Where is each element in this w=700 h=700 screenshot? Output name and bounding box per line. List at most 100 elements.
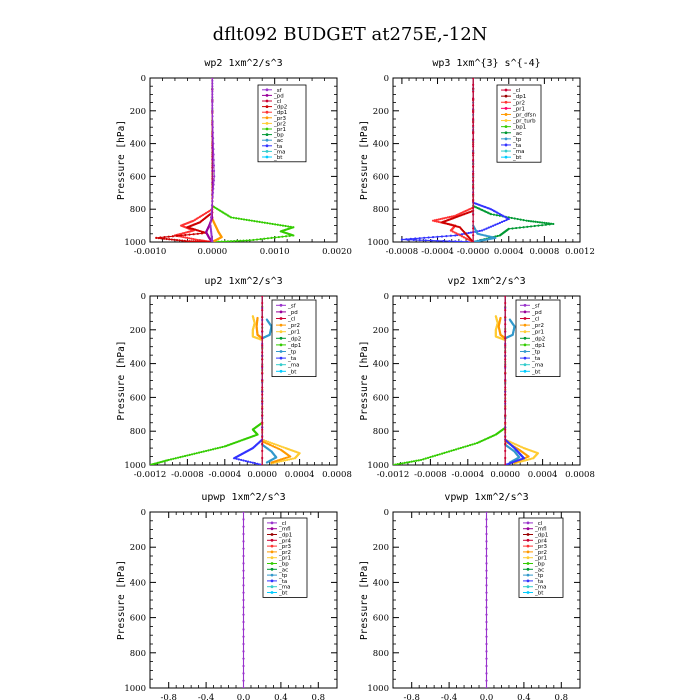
legend-label: _ta — [273, 144, 282, 150]
series-point — [472, 97, 475, 100]
x-tick-label: 0.0008 — [530, 247, 560, 257]
y-axis-label: Pressure [hPa] — [116, 120, 127, 200]
series-point — [472, 193, 475, 196]
x-tick-label: 0.0012 — [565, 247, 595, 257]
series-point — [226, 240, 230, 242]
series-point — [196, 240, 199, 242]
legend-marker — [523, 310, 527, 314]
series-point — [504, 301, 507, 305]
y-tick-label: 600 — [373, 393, 389, 403]
series-point — [242, 672, 245, 675]
x-tick-label: 0.0000 — [197, 247, 227, 257]
series-point — [150, 463, 152, 465]
series-point — [254, 462, 257, 465]
legend-label: _pr_dfsn — [512, 112, 537, 118]
series-point — [450, 449, 453, 452]
series-point — [426, 456, 430, 459]
series-point — [261, 400, 264, 403]
series-point — [504, 330, 507, 333]
legend-marker — [504, 106, 508, 110]
series-point — [286, 458, 289, 462]
series-point — [255, 220, 259, 223]
series-point — [280, 445, 283, 448]
plot-data — [393, 296, 540, 465]
legend-marker — [270, 585, 274, 589]
series-point — [526, 225, 529, 228]
series-point — [466, 238, 469, 241]
series-point — [240, 458, 243, 462]
series-point — [276, 444, 279, 447]
series-point — [251, 461, 254, 464]
series-point — [190, 453, 194, 456]
series-point — [427, 236, 430, 239]
series-point — [472, 165, 475, 168]
legend-marker — [526, 591, 530, 594]
series-point — [504, 386, 507, 389]
series-point — [485, 584, 488, 587]
series-point — [270, 236, 273, 239]
series-point — [541, 221, 544, 224]
legend-label: _ta — [278, 579, 287, 585]
legend-label: _ma — [273, 149, 285, 155]
plot-frame — [149, 77, 338, 243]
legend-label: _ta — [534, 579, 543, 585]
series-point — [188, 240, 191, 242]
series-point — [532, 220, 535, 223]
legend-label: _cl — [512, 88, 521, 94]
panel-title: wp2 1xm^2/s^3 — [204, 58, 282, 69]
legend-label: _pd — [531, 310, 542, 316]
series-point — [476, 441, 479, 445]
series-point — [401, 462, 404, 465]
series-point — [211, 120, 214, 123]
x-tick-label: 0.0000 — [490, 470, 520, 480]
series-point — [451, 230, 454, 233]
series-point — [284, 459, 287, 462]
series-point — [242, 576, 245, 580]
series-point — [504, 428, 507, 431]
figure-title: dflt092 BUDGET at275E,-12N — [213, 24, 488, 45]
series-point — [202, 450, 205, 453]
legend-marker — [523, 356, 527, 360]
series-point — [467, 231, 470, 235]
series-point — [457, 447, 460, 450]
legend-marker — [526, 550, 530, 554]
series-point — [472, 240, 475, 242]
series-point — [485, 540, 488, 543]
series-point — [452, 215, 455, 218]
x-tick-label: 0.0020 — [322, 247, 352, 257]
series-point — [412, 238, 415, 242]
legend-label: _ac — [273, 138, 283, 144]
y-tick-label: 0 — [384, 74, 389, 84]
series-point — [212, 147, 215, 151]
series-point — [457, 233, 460, 236]
legend-label: _pr1 — [531, 330, 544, 336]
series-point — [212, 169, 216, 173]
legend-marker — [265, 138, 269, 142]
series-point — [261, 296, 264, 298]
series-point — [288, 234, 291, 237]
series-point — [211, 96, 214, 99]
legend-label: _ac — [534, 567, 544, 573]
y-tick-label: 400 — [130, 578, 146, 588]
series-point — [472, 227, 475, 230]
legend-marker — [504, 143, 508, 147]
legend-label: _dp2 — [273, 105, 287, 111]
series-point — [504, 414, 507, 417]
legend-label: _sf — [287, 303, 297, 309]
series-point — [235, 217, 238, 220]
series-point — [545, 222, 548, 225]
legend-marker — [523, 336, 527, 340]
series-point — [223, 445, 226, 448]
y-tick-label: 0 — [384, 508, 389, 518]
series-point — [261, 301, 264, 305]
legend-marker — [526, 538, 530, 542]
legend-marker — [265, 155, 269, 159]
legend-label: _ma — [278, 585, 290, 591]
series-point — [211, 106, 214, 110]
series-point — [504, 421, 507, 424]
x-tick-label: -0.4 — [441, 693, 457, 700]
y-tick-label: 600 — [373, 172, 389, 182]
series-point — [211, 79, 214, 82]
legend-marker — [279, 363, 283, 367]
x-tick-label: -0.0000 — [457, 247, 490, 257]
